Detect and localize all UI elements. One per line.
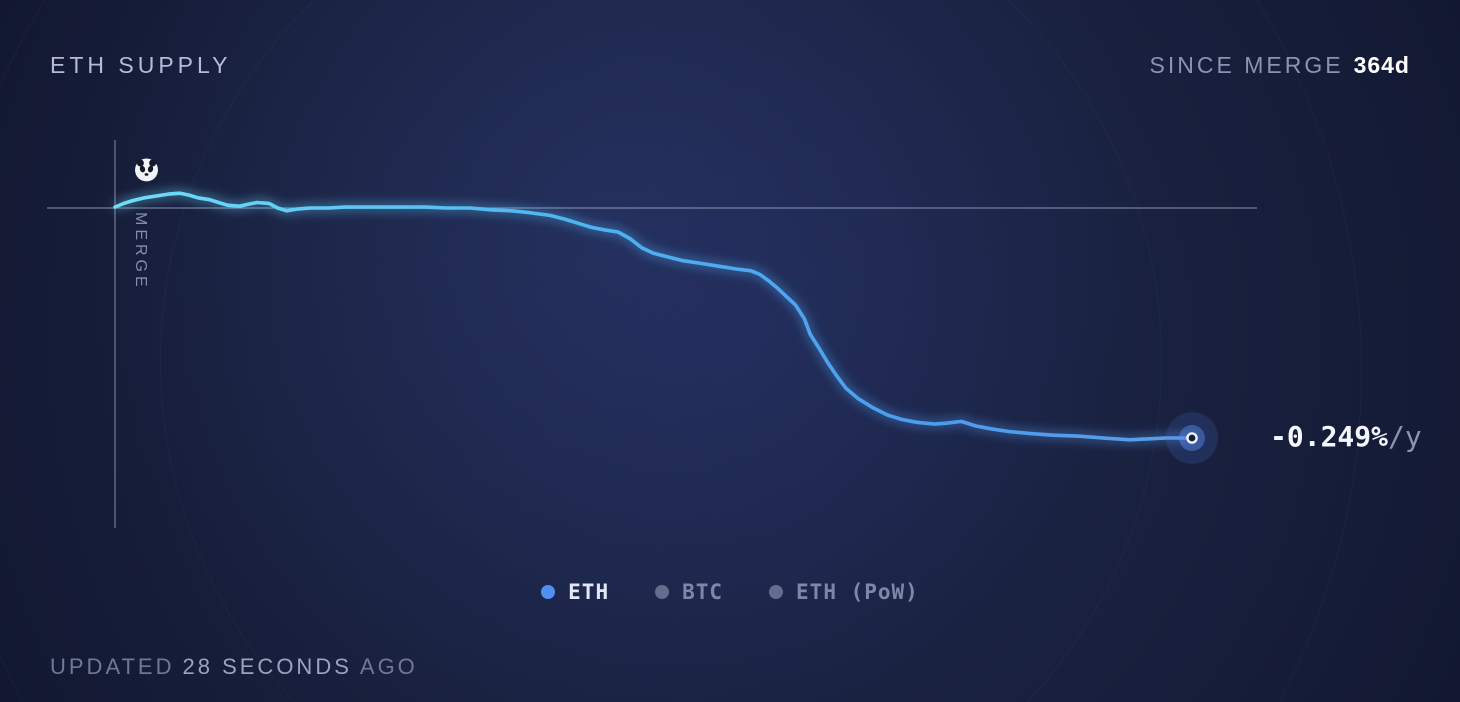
legend-item-btc[interactable]: BTC	[655, 580, 723, 604]
since-merge: SINCE MERGE 364d	[1150, 52, 1410, 79]
legend-label-eth: ETH	[568, 580, 610, 604]
legend-item-eth-pow[interactable]: ETH (PoW)	[769, 580, 919, 604]
legend-label-btc: BTC	[682, 580, 724, 604]
current-rate-unit: /y	[1388, 420, 1422, 453]
updated-status: UPDATED 28 SECONDS AGO	[50, 654, 418, 680]
legend: ETH BTC ETH (PoW)	[0, 580, 1460, 604]
merge-axis-label: MERGE	[132, 212, 149, 291]
since-merge-label: SINCE MERGE	[1149, 52, 1344, 78]
legend-dot-eth	[541, 585, 556, 599]
current-point	[1186, 432, 1198, 444]
since-merge-value: 364d	[1353, 52, 1410, 78]
legend-label-eth-pow: ETH (PoW)	[796, 580, 919, 604]
panda-icon	[133, 156, 160, 183]
legend-item-eth[interactable]: ETH	[541, 580, 609, 604]
widget-title: ETH SUPPLY	[50, 52, 232, 78]
supply-line-glow	[113, 188, 1192, 445]
updated-time: 28 SECONDS	[182, 654, 352, 679]
supply-line	[113, 191, 1194, 442]
updated-suffix: AGO	[359, 654, 418, 679]
current-rate-label: -0.249%/y	[1270, 420, 1422, 453]
current-rate-value: -0.249%	[1270, 420, 1389, 453]
legend-dot-eth-pow	[769, 585, 784, 599]
legend-dot-btc	[655, 585, 670, 599]
updated-prefix: UPDATED	[50, 654, 175, 679]
widget-header: ETH SUPPLY SINCE MERGE 364d	[50, 52, 1410, 79]
